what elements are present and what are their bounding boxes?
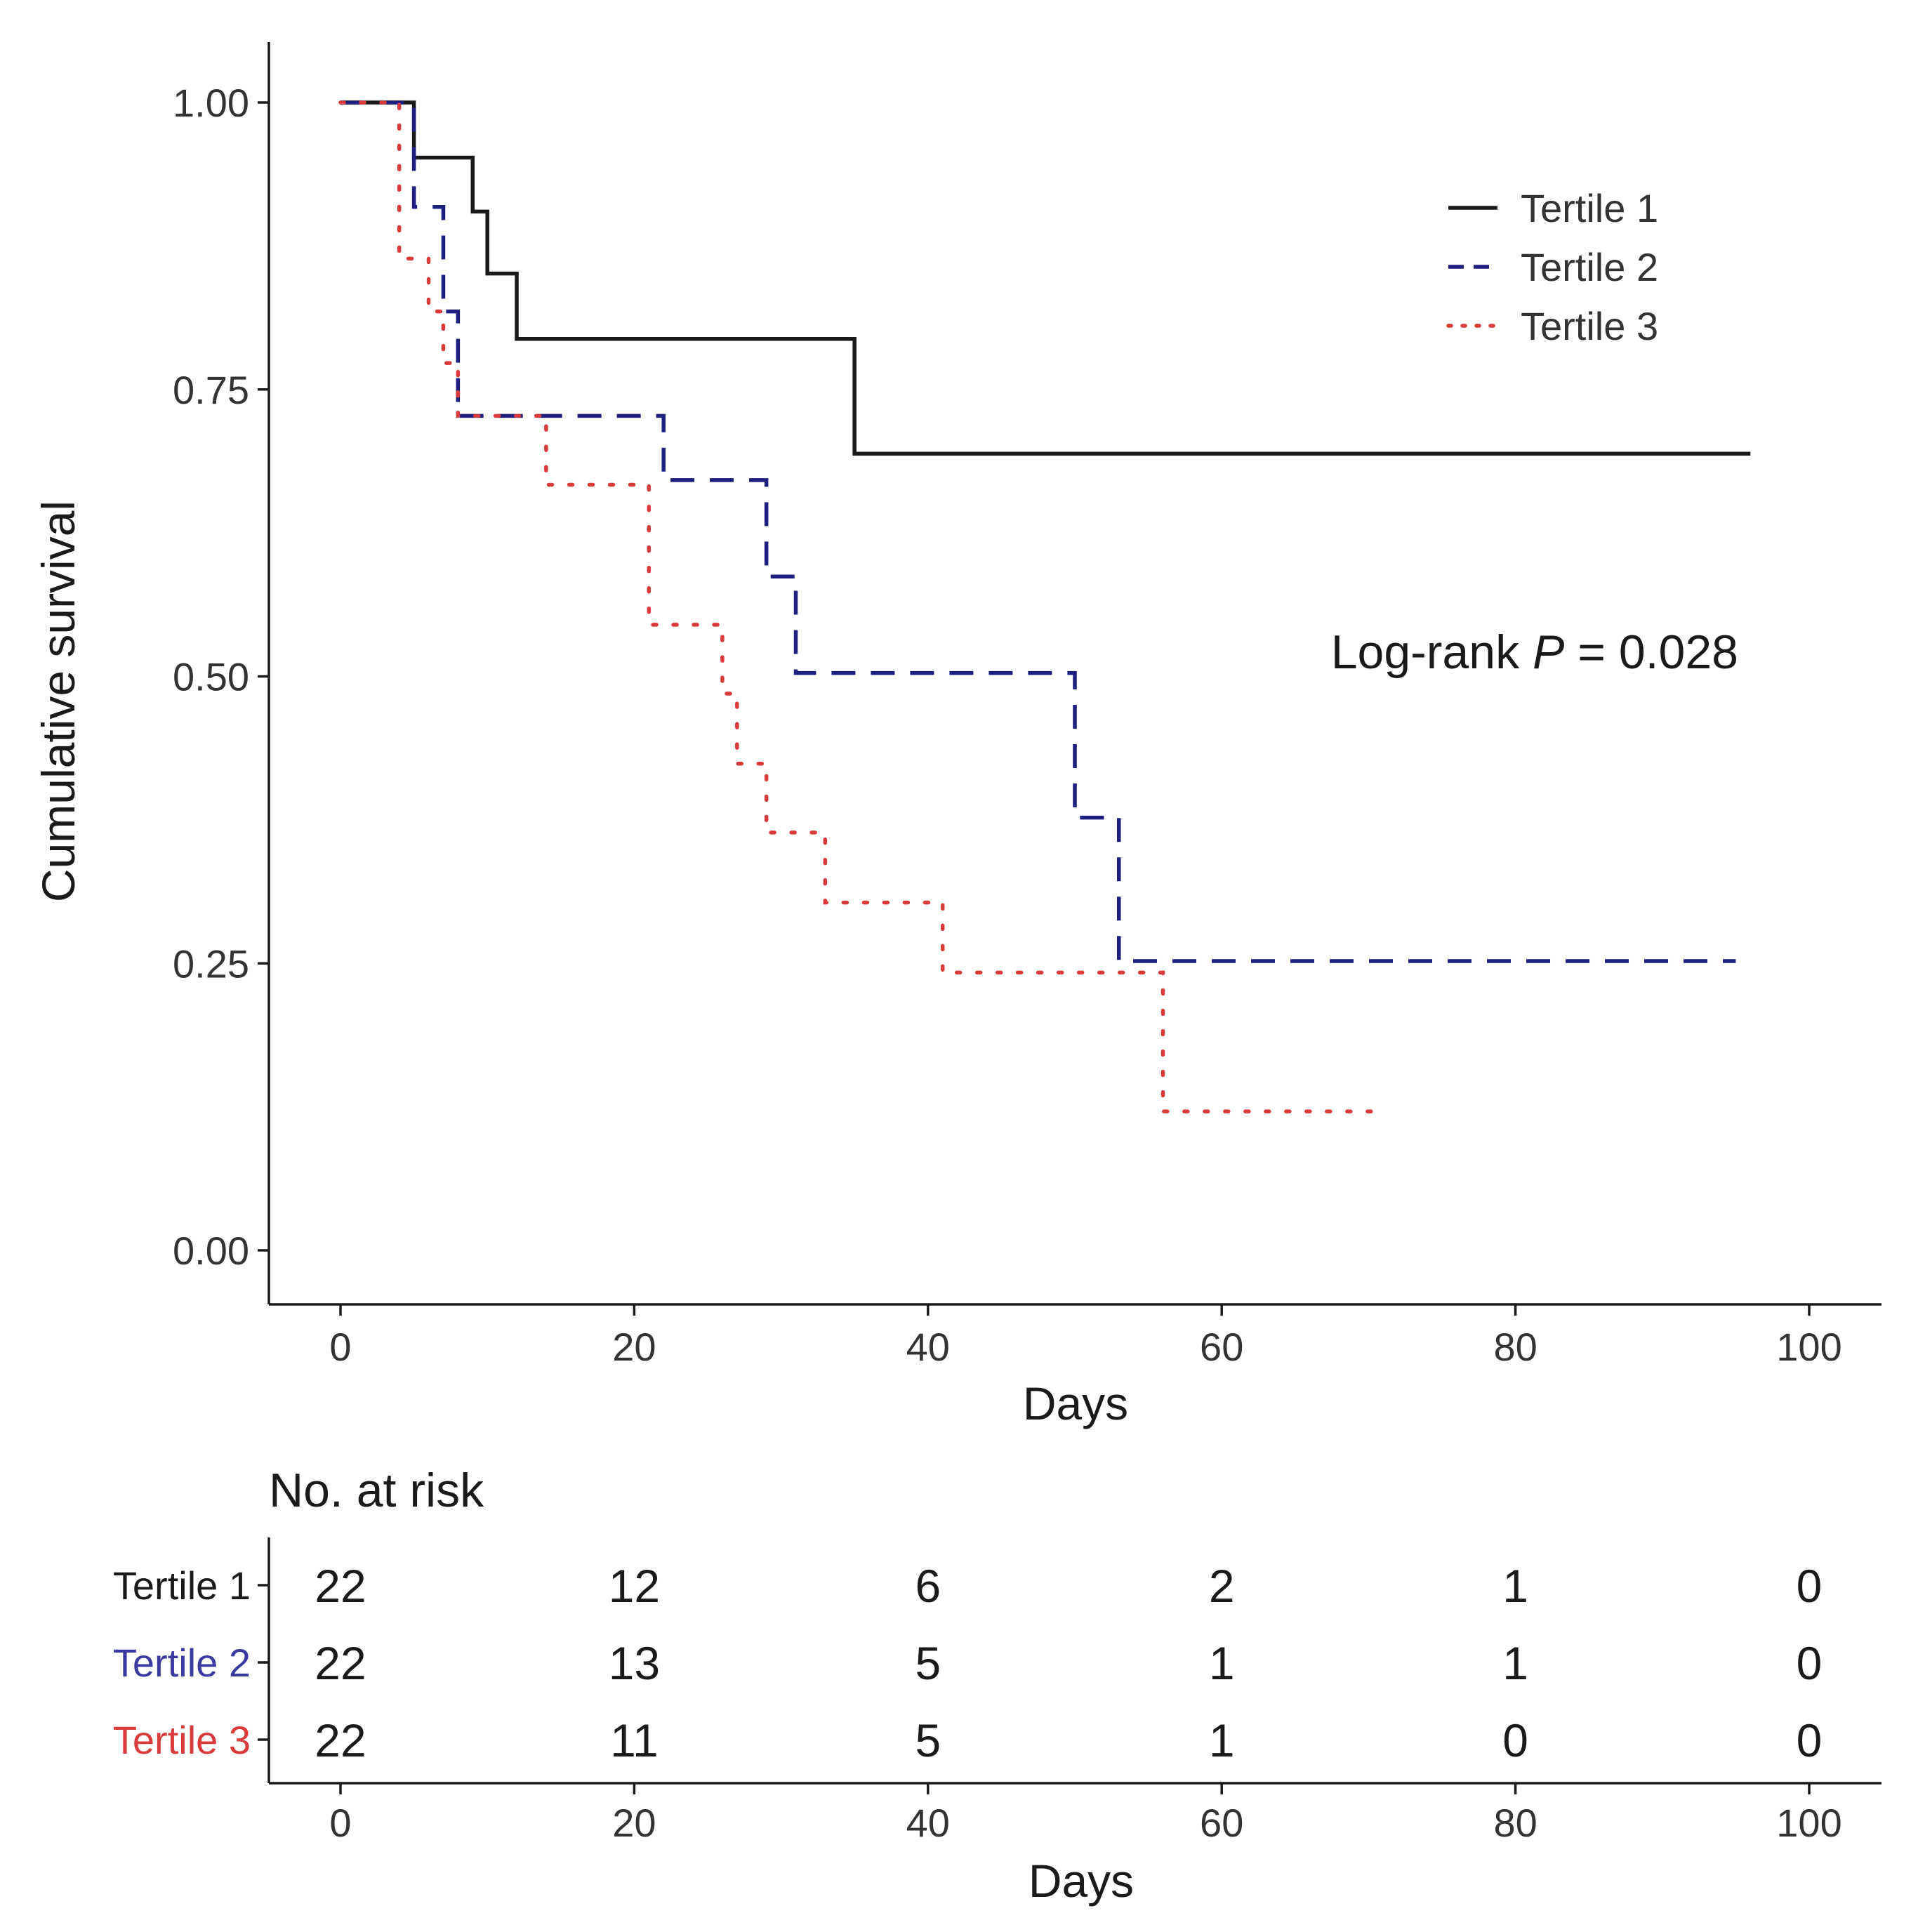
legend-label-tertile-2: Tertile 2 xyxy=(1521,245,1658,289)
survival-plot: 0.00 0.25 0.50 0.75 1.00 0 20 40 60 80 100 Cumula… xyxy=(32,42,1881,1429)
log-rank-annotation: Log-rank P = 0.028 xyxy=(1331,626,1738,679)
x-tick-label: 80 xyxy=(1493,1325,1537,1369)
survival-curve-tertile-3 xyxy=(338,100,1386,1113)
risk-count-cell: 0 xyxy=(1797,1714,1823,1766)
risk-x-tick-label: 0 xyxy=(329,1801,351,1845)
risk-row-label-tertile-3: Tertile 3 xyxy=(113,1718,251,1762)
risk-count-cell: 1 xyxy=(1209,1637,1235,1689)
y-tick-label: 0.00 xyxy=(173,1229,249,1273)
risk-count-cell: 13 xyxy=(609,1637,660,1689)
risk-count-cell: 22 xyxy=(315,1637,366,1689)
risk-x-tick-label: 20 xyxy=(612,1801,656,1845)
annotation-p-italic: P xyxy=(1533,626,1564,679)
risk-table-title: No. at risk xyxy=(269,1464,484,1517)
annotation-prefix: Log-rank xyxy=(1331,626,1533,679)
risk-count-cell: 0 xyxy=(1502,1714,1528,1766)
x-tick-label: 60 xyxy=(1200,1325,1243,1369)
y-tick-label: 0.75 xyxy=(173,368,249,412)
risk-count-cell: 11 xyxy=(610,1714,659,1766)
survival-curves xyxy=(338,100,1751,1113)
x-tick-label: 20 xyxy=(612,1325,656,1369)
legend-label-tertile-3: Tertile 3 xyxy=(1521,304,1658,348)
x-axis-ticks: 0 20 40 60 80 100 xyxy=(329,1304,1842,1369)
risk-row-label-tertile-1: Tertile 1 xyxy=(113,1563,251,1608)
risk-count-cell: 22 xyxy=(315,1560,366,1612)
risk-x-tick-label: 40 xyxy=(906,1801,950,1845)
risk-table: No. at risk Tertile 1 22 12 6 2 1 0 Tertile 2 22… xyxy=(113,1464,1881,1907)
risk-count-cell: 1 xyxy=(1502,1560,1528,1612)
risk-x-tick-label: 60 xyxy=(1200,1801,1243,1845)
risk-row-label-tertile-2: Tertile 2 xyxy=(113,1641,251,1685)
risk-count-cell: 5 xyxy=(915,1637,941,1689)
risk-count-cell: 1 xyxy=(1502,1637,1528,1689)
risk-count-cell: 2 xyxy=(1209,1560,1235,1612)
legend-label-tertile-1: Tertile 1 xyxy=(1521,186,1658,230)
y-axis-ticks: 0.00 0.25 0.50 0.75 1.00 xyxy=(173,81,269,1273)
x-tick-label: 100 xyxy=(1776,1325,1841,1369)
x-tick-label: 40 xyxy=(906,1325,950,1369)
x-tick-label: 0 xyxy=(329,1325,351,1369)
risk-count-cell: 12 xyxy=(609,1560,660,1612)
risk-count-cell: 22 xyxy=(315,1714,366,1766)
risk-x-tick-label: 80 xyxy=(1493,1801,1537,1845)
risk-count-cell: 5 xyxy=(915,1714,941,1766)
annotation-suffix: = 0.028 xyxy=(1564,626,1738,679)
legend: Tertile 1 Tertile 2 Tertile 3 xyxy=(1446,186,1658,348)
risk-table-x-axis-label: Days xyxy=(1029,1855,1134,1907)
x-axis-label: Days xyxy=(1023,1377,1128,1429)
y-tick-label: 0.50 xyxy=(173,655,249,699)
risk-x-tick-label: 100 xyxy=(1776,1801,1841,1845)
y-tick-label: 1.00 xyxy=(173,81,249,125)
risk-count-cell: 0 xyxy=(1797,1560,1823,1612)
risk-table-x-ticks: 0 20 40 60 80 100 xyxy=(329,1783,1842,1845)
risk-count-cell: 6 xyxy=(915,1560,941,1612)
y-tick-label: 0.25 xyxy=(173,941,249,986)
y-axis-label: Cumulative survival xyxy=(32,501,84,902)
risk-count-cell: 0 xyxy=(1797,1637,1823,1689)
risk-count-cell: 1 xyxy=(1209,1714,1235,1766)
survival-curve-tertile-2 xyxy=(340,100,1736,963)
